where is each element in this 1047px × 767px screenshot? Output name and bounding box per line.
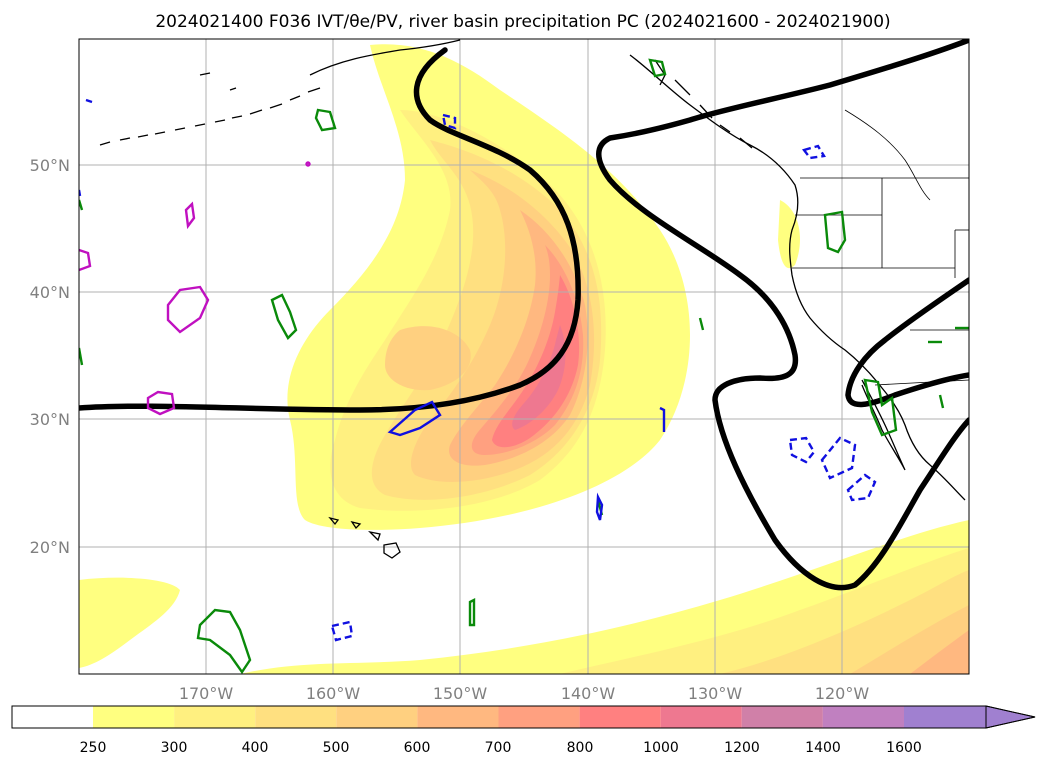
colorbar-tick: 1600	[886, 740, 922, 756]
colorbar-swatch	[579, 706, 661, 728]
map-frame	[78, 38, 970, 675]
colorbar-swatch	[255, 706, 337, 728]
lat-label: 20°N	[30, 538, 70, 557]
lon-label: 140°W	[561, 684, 616, 703]
lon-label: 120°W	[815, 684, 870, 703]
colorbar-swatch	[822, 706, 904, 728]
colorbar-tick: 500	[323, 740, 350, 756]
colorbar-swatch	[93, 706, 175, 728]
latitude-labels: 50°N 40°N 30°N 20°N	[30, 156, 70, 557]
colorbar-tick: 250	[80, 740, 107, 756]
colorbar-tick: 1400	[805, 740, 841, 756]
colorbar-swatch	[336, 706, 418, 728]
lon-label: 130°W	[688, 684, 743, 703]
lon-label: 170°W	[179, 684, 234, 703]
map-panel	[78, 38, 970, 675]
figure-title: 2024021400 F036 IVT/θe/PV, river basin p…	[155, 12, 890, 32]
colorbar-tick: 300	[161, 740, 188, 756]
colorbar-swatch	[904, 706, 986, 728]
longitude-labels: 170°W 160°W 150°W 140°W 130°W 120°W	[179, 684, 870, 703]
lat-label: 40°N	[30, 283, 70, 302]
theta-e-contours	[79, 58, 969, 674]
colorbar-tick: 800	[567, 740, 594, 756]
lat-label: 50°N	[30, 156, 70, 175]
lat-label: 30°N	[30, 410, 70, 429]
lon-label: 150°W	[433, 684, 488, 703]
pv-contours	[79, 39, 969, 591]
colorbar-tick: 400	[242, 740, 269, 756]
political-borders	[792, 109, 969, 386]
colorbar: 250 300 400 500 600 700 800 1000 1200 14…	[11, 705, 1036, 756]
colorbar-tick: 1000	[643, 740, 679, 756]
colorbar-extend-arrow	[985, 705, 1036, 729]
colorbar-tick: 600	[404, 740, 431, 756]
lon-label: 160°W	[306, 684, 361, 703]
colorbar-swatch	[417, 706, 499, 728]
colorbar-tick: 1200	[724, 740, 760, 756]
colorbar-swatch	[498, 706, 580, 728]
colorbar-swatch	[741, 706, 823, 728]
colorbar-tick: 700	[485, 740, 512, 756]
colorbar-swatch	[174, 706, 256, 728]
colorbar-swatch	[660, 706, 742, 728]
colorbar-swatches	[12, 706, 986, 728]
magenta-contours	[79, 161, 311, 416]
colorbar-outline	[11, 705, 1036, 729]
colorbar-tick-labels: 250 300 400 500 600 700 800 1000 1200 14…	[80, 740, 922, 756]
coastlines	[99, 39, 966, 559]
colorbar-swatch	[12, 706, 93, 728]
